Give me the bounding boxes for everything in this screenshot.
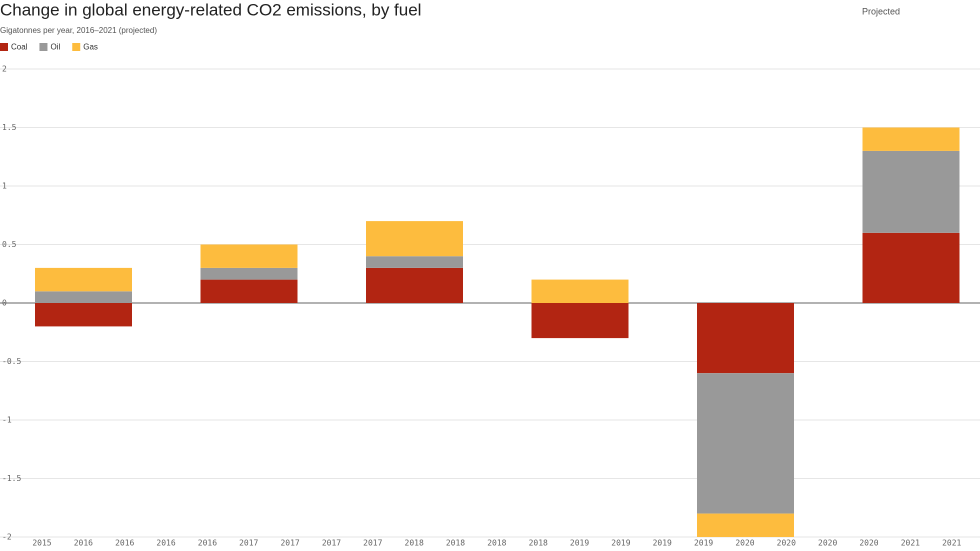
bar-segment (35, 267, 132, 292)
x-tick-label: 2019 (694, 539, 713, 548)
bar-segment (862, 150, 960, 233)
x-tick-label: 2017 (239, 539, 258, 548)
x-tick-label: 2017 (363, 539, 382, 548)
bar-segment (697, 513, 794, 537)
bar-segment (697, 303, 794, 374)
y-tick-label: 2 (2, 65, 7, 74)
legend-swatch (39, 43, 48, 51)
bar-segment (862, 127, 960, 151)
y-tick-label: 0.5 (2, 240, 17, 249)
chart-subtitle: Gigatonnes per year, 2016–2021 (projecte… (0, 26, 157, 35)
bar-segment (366, 221, 463, 257)
y-tick-label: 1 (2, 182, 7, 191)
x-tick-label: 2019 (611, 539, 630, 548)
legend-label: Oil (50, 43, 60, 52)
x-tick-label: 2020 (735, 539, 754, 548)
y-tick-label: -1 (2, 416, 12, 425)
y-tick-label: -1.5 (2, 474, 21, 483)
x-tick-label: 2019 (653, 539, 672, 548)
x-tick-label: 2016 (198, 539, 217, 548)
x-tick-label: 2016 (115, 539, 134, 548)
x-tick-label: 2018 (405, 539, 424, 548)
x-tick-label: 2019 (570, 539, 589, 548)
legend-label: Coal (11, 43, 28, 52)
chart-title: Change in global energy-related CO2 emis… (0, 0, 421, 19)
x-tick-label: 2021 (942, 539, 961, 548)
x-tick-label: 2017 (322, 539, 341, 548)
bar-segment (200, 279, 298, 303)
annotation: Projected (862, 6, 900, 16)
y-tick-label: 0 (2, 299, 7, 308)
bar-segment (531, 279, 629, 303)
bar-segment (531, 303, 629, 339)
bar-segment (35, 303, 132, 327)
x-tick-label: 2020 (859, 539, 878, 548)
y-tick-label: -0.5 (2, 357, 21, 366)
x-tick-label: 2017 (280, 539, 299, 548)
x-tick-label: 2021 (901, 539, 920, 548)
bar-segment (200, 244, 298, 268)
y-tick-label: 1.5 (2, 123, 17, 132)
bar-segment (697, 373, 794, 514)
bar-segment (366, 256, 463, 268)
x-tick-label: 2016 (74, 539, 93, 548)
x-tick-label: 2015 (32, 539, 51, 548)
x-tick-label: 2018 (529, 539, 548, 548)
bar-segment (35, 291, 132, 303)
x-tick-label: 2018 (446, 539, 465, 548)
x-tick-label: 2020 (818, 539, 837, 548)
y-tick-label: -2 (2, 533, 12, 542)
bar-segment (366, 267, 463, 303)
x-tick-label: 2020 (777, 539, 796, 548)
legend-label: Gas (83, 43, 98, 52)
x-tick-label: 2018 (487, 539, 506, 548)
x-tick-label: 2016 (156, 539, 175, 548)
legend-swatch (72, 43, 81, 51)
bar-segment (200, 267, 298, 280)
bar-segment (862, 232, 960, 303)
legend-swatch (0, 43, 8, 51)
